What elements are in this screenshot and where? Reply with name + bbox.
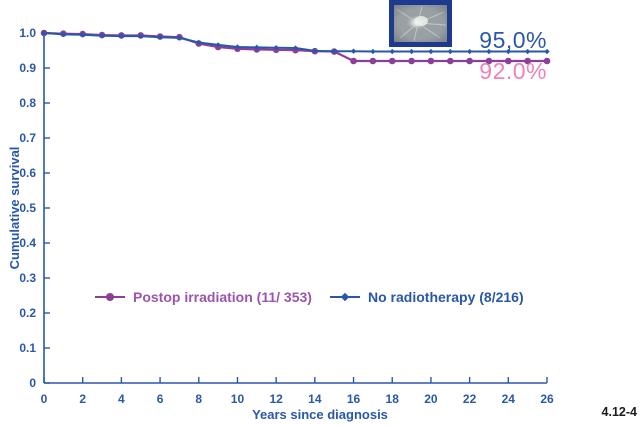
mammogram-thumbnail xyxy=(389,0,452,47)
svg-text:0.9: 0.9 xyxy=(19,61,36,75)
no-radiotherapy-endpoint-label: 95,0% xyxy=(479,27,547,53)
svg-text:6: 6 xyxy=(157,392,164,406)
svg-text:16: 16 xyxy=(347,392,361,406)
legend-item-postop-irradiation: Postop irradiation (11/ 353) xyxy=(95,289,312,305)
circle-marker-icon xyxy=(106,293,114,301)
svg-text:2: 2 xyxy=(79,392,86,406)
diamond-marker-icon xyxy=(340,292,350,302)
svg-text:4: 4 xyxy=(118,392,125,406)
svg-text:0: 0 xyxy=(41,392,48,406)
x-axis-title: Years since diagnosis xyxy=(252,407,388,422)
y-axis-title: Cumulative survival xyxy=(7,146,22,270)
svg-text:20: 20 xyxy=(424,392,438,406)
svg-text:0.3: 0.3 xyxy=(19,271,36,285)
svg-text:0.2: 0.2 xyxy=(19,306,36,320)
svg-text:0.4: 0.4 xyxy=(19,236,36,250)
svg-text:0.5: 0.5 xyxy=(19,201,36,215)
svg-text:0.1: 0.1 xyxy=(19,341,36,355)
noradio-legend-label: No radiotherapy (8/216) xyxy=(368,289,524,305)
svg-text:24: 24 xyxy=(502,392,516,406)
svg-text:14: 14 xyxy=(308,392,322,406)
postop-irradiation-endpoint-label: 92.0% xyxy=(479,58,547,84)
svg-text:0.8: 0.8 xyxy=(19,96,36,110)
legend-item-no-radiotherapy: No radiotherapy (8/216) xyxy=(330,289,524,305)
svg-text:0.6: 0.6 xyxy=(19,166,36,180)
postop-legend-line-marker-icon xyxy=(95,293,125,301)
postop-legend-label: Postop irradiation (11/ 353) xyxy=(133,289,312,305)
svg-text:1.0: 1.0 xyxy=(19,26,36,40)
svg-text:26: 26 xyxy=(540,392,554,406)
svg-text:8: 8 xyxy=(195,392,202,406)
svg-text:0.7: 0.7 xyxy=(19,131,36,145)
mammogram-image xyxy=(394,5,447,42)
svg-text:22: 22 xyxy=(463,392,477,406)
figure-number: 4.12-4 xyxy=(601,405,637,419)
svg-text:12: 12 xyxy=(269,392,283,406)
svg-text:0: 0 xyxy=(29,376,36,390)
svg-text:10: 10 xyxy=(231,392,245,406)
svg-text:18: 18 xyxy=(386,392,400,406)
noradio-legend-line-marker-icon xyxy=(330,292,360,302)
